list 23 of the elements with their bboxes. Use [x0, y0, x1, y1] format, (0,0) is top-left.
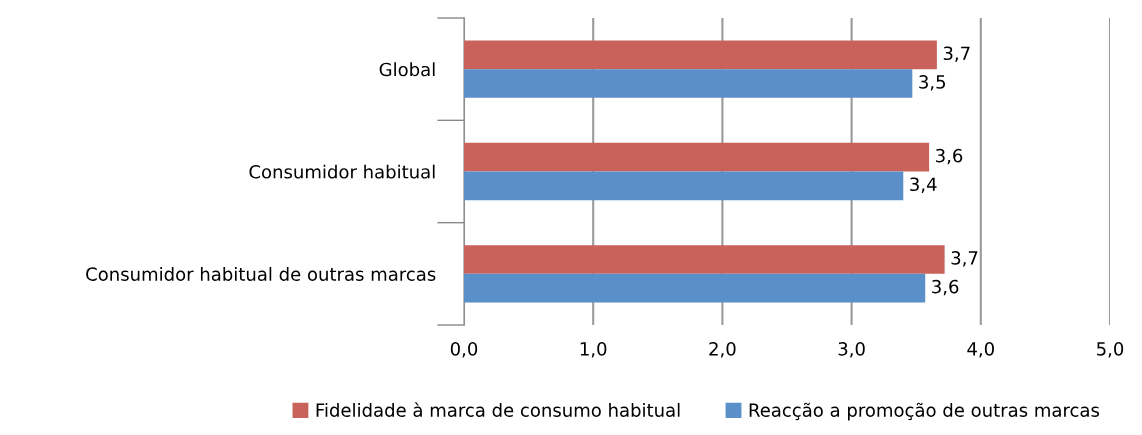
bar [464, 171, 904, 201]
bar [464, 273, 926, 303]
legend-label: Fidelidade à marca de consumo habitual [316, 402, 680, 417]
legend-label: Reacção a promoção de outras marcas [749, 402, 1100, 421]
data-label: 3,5 [919, 75, 946, 91]
data-label: 3,6 [932, 279, 959, 296]
bar [464, 69, 913, 98]
bar [464, 245, 945, 274]
data-label: 3,6 [936, 148, 963, 165]
data-label: 3,7 [943, 46, 970, 62]
data-label: 3,7 [951, 251, 978, 267]
x-tick-label: 3,0 [838, 341, 865, 358]
y-tick-label: Global [379, 62, 435, 77]
data-label: 3,4 [910, 177, 937, 193]
x-tick-label: 2,0 [709, 341, 736, 358]
y-tick-label: Consumidor habitual [249, 164, 435, 179]
x-tick-label: 4,0 [967, 341, 994, 358]
y-tick-label: Consumidor habitual de outras marcas [86, 266, 436, 281]
x-tick-label: 0,0 [450, 341, 478, 358]
bar [464, 142, 930, 172]
x-tick-label: 5,0 [1097, 341, 1124, 358]
x-tick-label: 1,0 [580, 341, 607, 358]
bar [464, 40, 937, 70]
